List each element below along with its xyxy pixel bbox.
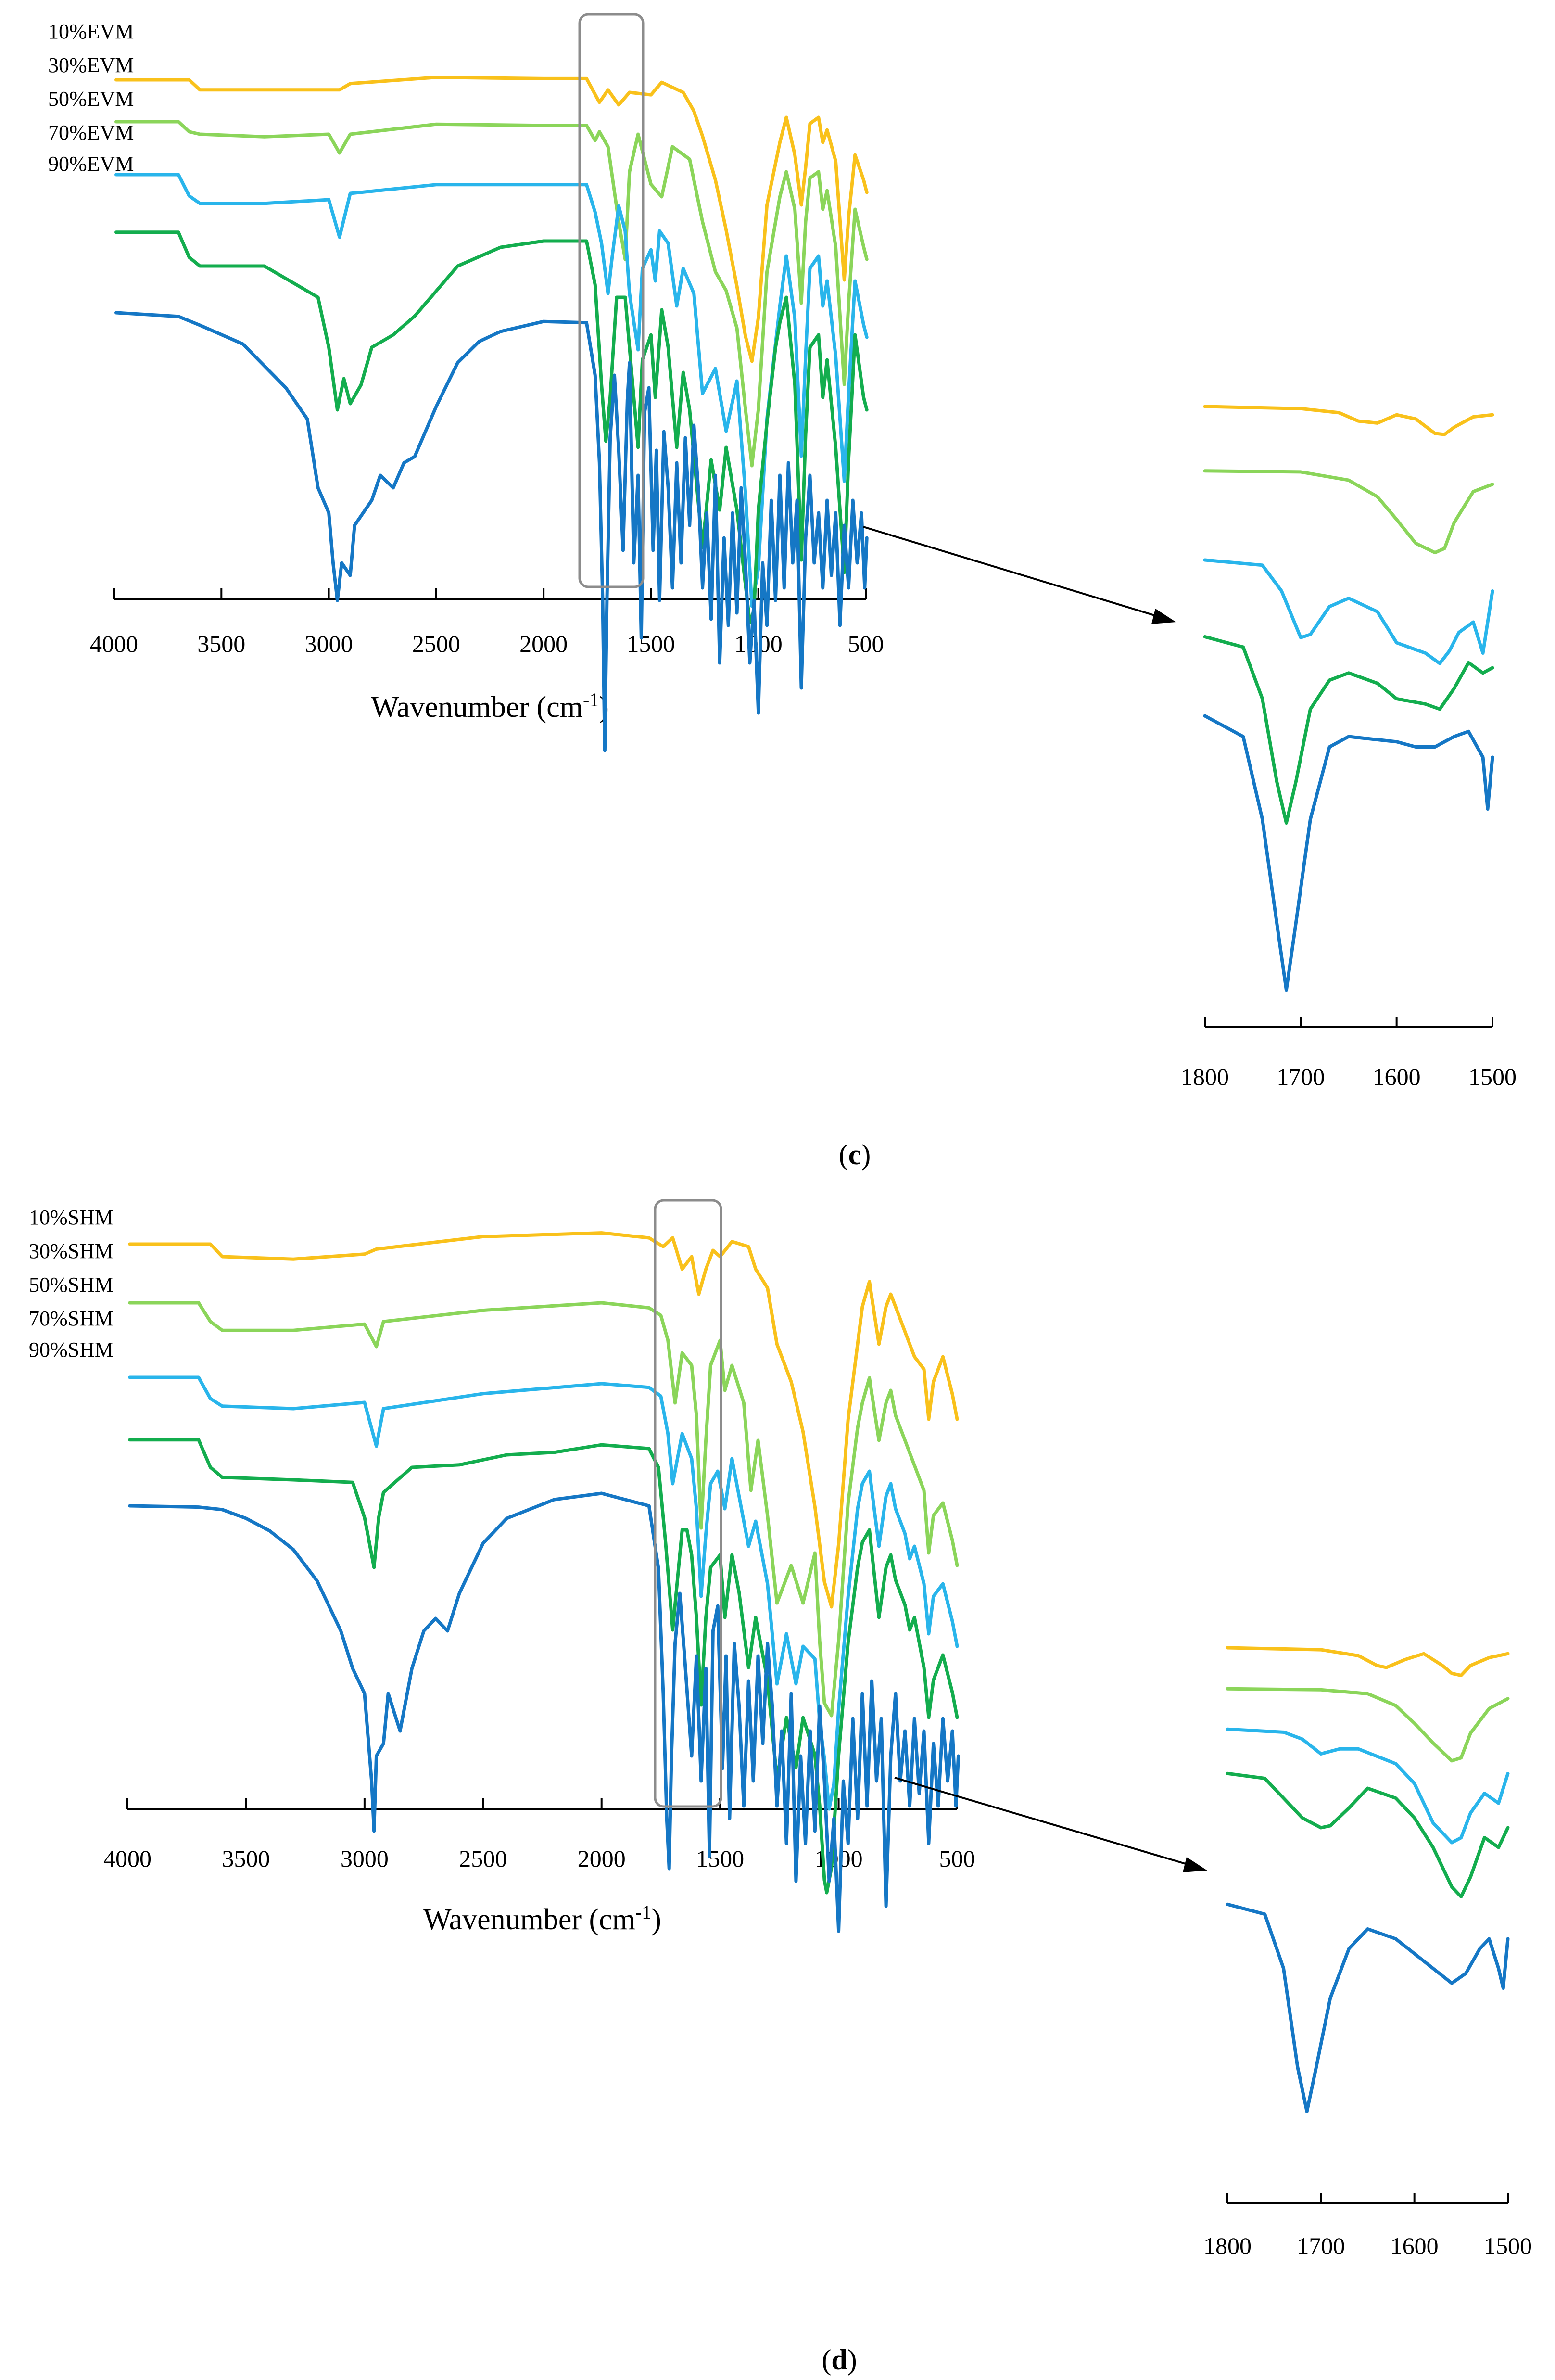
x-tick-label: 1600 — [1373, 1063, 1421, 1090]
panel-c-arrowhead — [1151, 609, 1176, 624]
x-tick-label: 500 — [848, 630, 884, 657]
panel-c-zoom-arrow — [863, 526, 1164, 619]
legend-label: 70%SHM — [29, 1307, 114, 1330]
x-axis-title: Wavenumber (cm-1) — [423, 1901, 661, 1936]
spectrum-line-30pct-evm — [114, 120, 869, 468]
x-tick-label: 1500 — [1468, 1063, 1517, 1090]
spectrum-line-50pct-shm — [1226, 1727, 1510, 1845]
spectrum-line-90pct-evm — [1203, 714, 1494, 992]
panel-d-main-chart: 4000 3500 3000 2500 2000 1500 1000 500Wavenumbe… — [29, 1206, 975, 1936]
panel-c-inset-chart: 1800 1700 1600 1500 — [1181, 405, 1517, 1090]
spectrum-line-70pct-evm — [1203, 635, 1494, 825]
x-tick-label: 3500 — [197, 630, 245, 657]
panel-d-letter: d — [831, 2344, 847, 2376]
legend-label: 70%EVM — [48, 121, 134, 144]
x-axis-title: Wavenumber (cm-1) — [371, 689, 609, 724]
x-tick-label: 2500 — [459, 1845, 507, 1872]
panel-d-arrowhead — [1183, 1857, 1207, 1872]
panel-d-zoom-box — [654, 1199, 722, 1808]
x-tick-label: 1700 — [1297, 2232, 1345, 2259]
x-tick-label: 1800 — [1181, 1063, 1229, 1090]
panel-c-zoom-box — [578, 13, 645, 588]
spectrum-line-10pct-evm — [114, 76, 869, 363]
x-tick-label: 2500 — [412, 630, 460, 657]
x-tick-label: 1500 — [627, 630, 675, 657]
spectrum-line-70pct-evm — [114, 230, 869, 624]
x-tick-label: 3000 — [341, 1845, 389, 1872]
spectrum-line-90pct-evm — [114, 311, 869, 752]
x-tick-label: 1700 — [1277, 1063, 1325, 1090]
legend-label: 90%EVM — [48, 152, 134, 176]
spectrum-line-10pct-shm — [128, 1231, 959, 1609]
spectrum-line-30pct-shm — [1226, 1687, 1510, 1763]
x-tick-label: 4000 — [90, 630, 138, 657]
spectrum-line-10pct-evm — [1203, 405, 1494, 436]
panel-c-main-chart: 4000 3500 3000 2500 2000 1500 1000 500 Wavenumbe… — [48, 20, 884, 752]
legend-label: 30%EVM — [48, 53, 134, 77]
spectrum-line-30pct-evm — [1203, 469, 1494, 555]
legend-label: 50%SHM — [29, 1273, 114, 1297]
panel-d-label: (d) — [822, 2344, 857, 2376]
x-tick-label: 1500 — [696, 1845, 744, 1872]
x-tick-label: 4000 — [103, 1845, 152, 1872]
x-tick-label: 2000 — [519, 630, 568, 657]
x-tick-label: 1600 — [1391, 2232, 1439, 2259]
spectrum-line-90pct-shm — [128, 1491, 960, 1933]
spectrum-line-70pct-shm — [1226, 1771, 1510, 1898]
x-tick-label: 1000 — [734, 630, 783, 657]
spectrum-line-10pct-shm — [1226, 1646, 1510, 1677]
x-tick-label: 3000 — [305, 630, 353, 657]
spectrum-line-50pct-evm — [1203, 558, 1494, 665]
panel-c-label: (c) — [839, 1139, 871, 1171]
panel-d-inset-chart: 1800 1700 1600 1500 — [1203, 1646, 1532, 2259]
panel-c-letter: c — [848, 1139, 861, 1171]
spectrum-line-90pct-shm — [1226, 1902, 1510, 2113]
legend-label: 50%EVM — [48, 87, 134, 111]
legend-label: 10%SHM — [29, 1206, 114, 1229]
spectrum-line-70pct-shm — [128, 1438, 959, 1895]
x-tick-label: 1800 — [1203, 2232, 1252, 2259]
spectrum-line-50pct-evm — [114, 173, 869, 608]
x-tick-label: 500 — [939, 1845, 975, 1872]
legend-label: 30%SHM — [29, 1239, 114, 1263]
x-tick-label: 3500 — [222, 1845, 270, 1872]
x-tick-label: 1500 — [1484, 2232, 1532, 2259]
spectrum-line-30pct-shm — [128, 1301, 959, 1718]
spectrum-line-50pct-shm — [128, 1375, 959, 1811]
x-tick-label: 2000 — [578, 1845, 626, 1872]
legend-label: 10%EVM — [48, 20, 134, 43]
legend-label: 90%SHM — [29, 1338, 114, 1362]
panel-d-zoom-arrow — [894, 1777, 1196, 1868]
